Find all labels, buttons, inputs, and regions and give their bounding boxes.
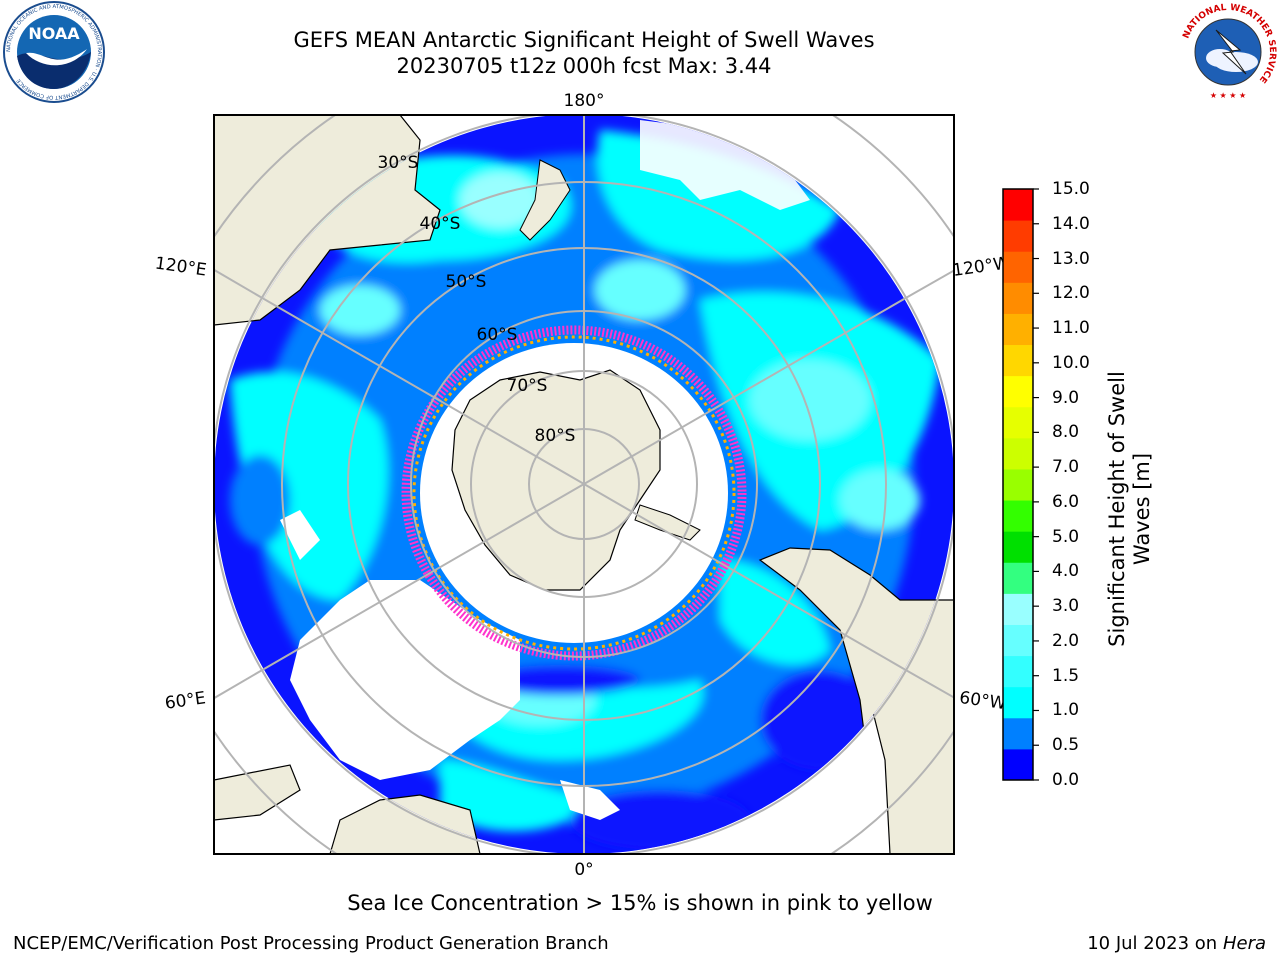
new-zealand-land <box>519 159 571 241</box>
colorbar-segment <box>1003 344 1033 377</box>
colorbar-segment <box>1003 406 1033 439</box>
lon-label-0: 0° <box>574 860 593 880</box>
colorbar-tick-label: 1.0 <box>1052 700 1080 721</box>
colorbar-tick-label: 11.0 <box>1052 318 1090 339</box>
chart-title: GEFS MEAN Antarctic Significant Height o… <box>293 28 875 52</box>
colorbar-segment <box>1003 748 1033 781</box>
lat-label-30s: 30°S <box>378 153 419 173</box>
colorbar-segment <box>1003 562 1033 594</box>
colorbar-tick-label: 8.0 <box>1052 422 1080 443</box>
colorbar-tick-label: 10.0 <box>1052 352 1090 373</box>
antarctica-land <box>451 369 661 591</box>
colorbar-segment <box>1003 437 1033 470</box>
nws-logo: NATIONAL WEATHER SERVICE ★ ★ ★ ★ <box>1179 3 1277 101</box>
colorbar-tick-label: 14.0 <box>1052 213 1090 234</box>
colorbar-segment <box>1003 189 1033 221</box>
colorbar <box>1002 188 1039 781</box>
colorbar-segment <box>1003 251 1033 283</box>
colorbar-segment <box>1003 686 1033 719</box>
colorbar-tick-label: 3.0 <box>1052 596 1080 617</box>
colorbar-segment <box>1003 282 1033 314</box>
lat-label-70s: 70°S <box>507 376 548 396</box>
svg-text:★ ★ ★ ★: ★ ★ ★ ★ <box>1210 91 1246 100</box>
colorbar-tick-label: 12.0 <box>1052 283 1090 304</box>
lon-label-60e: 60°E <box>164 688 207 713</box>
colorbar-segment <box>1003 593 1033 625</box>
lat-label-60s: 60°S <box>477 325 518 345</box>
lat-label-50s: 50°S <box>446 272 487 292</box>
colorbar-segment <box>1003 655 1033 688</box>
lon-label-60w: 60°W <box>958 688 1007 714</box>
colorbar-tick-label: 2.0 <box>1052 630 1080 651</box>
colorbar-title: Significant Height of Swell Waves [m] <box>1105 371 1154 647</box>
colorbar-frame <box>1002 188 1034 781</box>
footer-machine-name: Hera <box>1222 933 1266 954</box>
lat-label-40s: 40°S <box>420 214 461 234</box>
colorbar-segment <box>1003 624 1033 657</box>
noaa-logo: NOAA NATIONAL OCEANIC AND ATMOSPHERIC AD… <box>3 1 105 103</box>
lat-label-80s: 80°S <box>535 426 576 446</box>
latitude-labels: 30°S 40°S 50°S 60°S 70°S 80°S <box>378 153 576 446</box>
colorbar-segment <box>1003 717 1033 750</box>
colorbar-tick-label: 6.0 <box>1052 491 1080 512</box>
no-data-white-areas <box>280 120 810 820</box>
colorbar-tick-label: 15.0 <box>1052 179 1090 199</box>
footer-date: 10 Jul 2023 on Hera <box>1087 933 1266 954</box>
colorbar-tick-label: 9.0 <box>1052 387 1080 408</box>
colorbar-tick-label: 5.0 <box>1052 526 1080 547</box>
colorbar-segment <box>1003 313 1033 346</box>
colorbar-tick-label: 7.0 <box>1052 457 1080 478</box>
longitude-labels: 180° 120°E 120°W 60°E 60°W 0° <box>154 91 1012 880</box>
graticule <box>214 115 954 854</box>
noaa-logo-text: NOAA <box>28 24 80 43</box>
colorbar-tick-label: 13.0 <box>1052 248 1090 269</box>
lon-label-120e: 120°E <box>154 254 208 281</box>
madagascar-land <box>214 764 301 821</box>
lon-label-180: 180° <box>564 91 605 111</box>
antarctic-peninsula-land <box>634 504 701 541</box>
chart-subtitle: 20230705 t12z 000h fcst Max: 3.44 <box>396 54 772 78</box>
colorbar-tick-label: 4.0 <box>1052 561 1080 582</box>
map-frame <box>213 114 955 855</box>
colorbar-segment <box>1003 500 1033 532</box>
colorbar-segment <box>1003 220 1033 252</box>
sea-ice-caption: Sea Ice Concentration > 15% is shown in … <box>347 891 933 915</box>
colorbar-tick-label: 0.0 <box>1052 770 1080 790</box>
colorbar-tick-label: 0.5 <box>1052 735 1080 756</box>
colorbar-segment <box>1003 375 1033 408</box>
colorbar-tick-label: 1.5 <box>1052 665 1080 686</box>
colorbar-segment <box>1003 468 1033 501</box>
colorbar-segment <box>1003 531 1033 563</box>
footer-branch-credit: NCEP/EMC/Verification Post Processing Pr… <box>13 933 609 954</box>
